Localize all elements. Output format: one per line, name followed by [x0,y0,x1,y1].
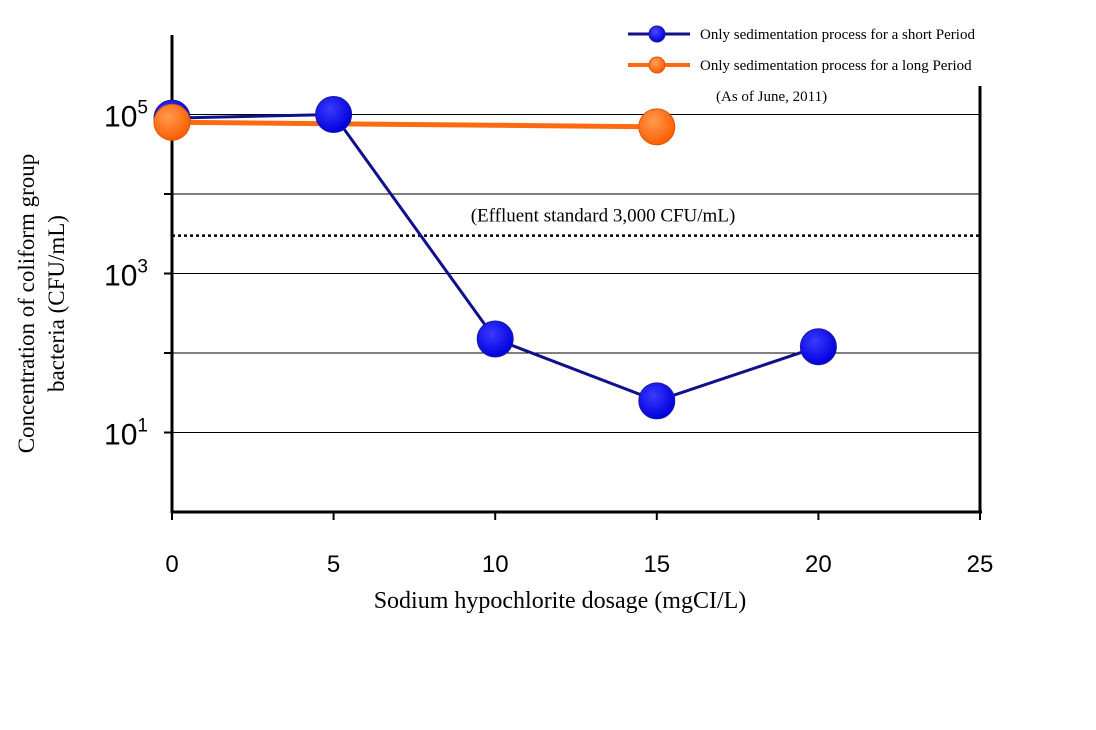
y-tick-label: 103 [104,257,148,293]
data-point-series-1 [315,96,353,133]
x-tick-label: 0 [165,551,178,578]
data-point-series-2 [638,108,676,146]
gridlines [172,114,980,433]
y-axis-label-line2: bacteria (CFU/mL) [44,215,69,392]
axis-labels: Sodium hypochlorite dosage (mgCI/L) Conce… [14,154,746,614]
x-tick-label: 10 [482,551,509,578]
x-tick-label: 25 [967,551,994,578]
data-point-series-1 [799,328,837,366]
data-point-series-1 [638,382,676,420]
x-tick-label: 15 [643,551,670,578]
reference-line-group: (Effluent standard 3,000 CFU/mL) [172,206,980,237]
legend: Only sedimentation process for a short P… [612,18,1052,105]
x-tick-label: 5 [327,551,340,578]
y-tick-label: 105 [104,98,148,134]
axes: 105 103 101 0 5 10 15 20 25 [104,35,993,578]
y-tick-label: 101 [104,416,148,452]
series-line-2 [171,119,657,130]
x-tick-label: 20 [805,551,832,578]
legend-label-1: Only sedimentation process for a short P… [700,27,975,43]
series-line-1 [171,112,819,403]
legend-marker-2 [648,56,666,74]
legend-marker-1 [648,25,666,43]
legend-note: (As of June, 2011) [716,89,827,105]
data-point-series-1 [476,320,514,358]
reference-line-label: (Effluent standard 3,000 CFU/mL) [471,206,736,227]
series-group [153,96,837,420]
legend-label-2: Only sedimentation process for a long Pe… [700,58,972,74]
y-axis-label-line1: Concentration of coliform group [14,154,39,454]
legend-background [612,18,1052,86]
data-point-series-2 [153,103,191,141]
x-axis-label: Sodium hypochlorite dosage (mgCI/L) [374,588,747,614]
